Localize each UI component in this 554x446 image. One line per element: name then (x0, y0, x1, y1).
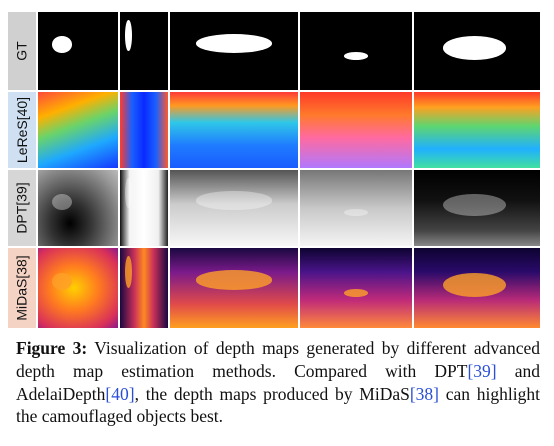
depth-image (170, 248, 298, 328)
depth-image (414, 170, 540, 246)
caption-text: , the depth maps produced by MiDaS (134, 383, 410, 404)
object-silhouette (51, 193, 73, 211)
depth-image (414, 92, 540, 168)
row-label-text: GT (13, 41, 30, 61)
object-silhouette (195, 191, 273, 210)
row-label-text: DPT[39] (14, 182, 31, 234)
caption-text: Visualization of depth maps generated by… (16, 338, 540, 381)
object-silhouette (125, 256, 132, 288)
row-label-text: MiDaS[38] (14, 255, 31, 321)
depth-image (120, 248, 168, 328)
depth-image (38, 12, 118, 90)
object-silhouette (125, 19, 132, 51)
depth-image (170, 170, 298, 246)
object-silhouette (343, 208, 369, 217)
figure-label: Figure 3: (16, 338, 88, 358)
depth-image (120, 170, 168, 246)
caption-text: and AdelaiDepth (16, 360, 540, 404)
object-silhouette (442, 36, 506, 60)
row-label: LeReS[40] (8, 92, 36, 168)
depth-image (120, 92, 168, 168)
row-label: MiDaS[38] (8, 248, 36, 328)
row-label: DPT[39] (8, 170, 36, 246)
object-silhouette (195, 33, 273, 53)
depth-image (300, 12, 412, 90)
row-label-text: LeReS[40] (14, 96, 31, 164)
object-silhouette (195, 270, 273, 290)
object-silhouette (442, 272, 506, 297)
depth-image (120, 12, 168, 90)
depth-image (170, 12, 298, 90)
caption: Figure 3: Visualization of depth maps ge… (16, 337, 540, 428)
citation: [39] (467, 360, 497, 381)
depth-image (300, 248, 412, 328)
object-silhouette (343, 51, 369, 60)
object-silhouette (343, 288, 369, 297)
row-label: GT (8, 12, 36, 90)
depth-image (38, 248, 118, 328)
object-silhouette (51, 272, 73, 291)
citation: [40] (105, 383, 135, 404)
depth-image (414, 248, 540, 328)
object-silhouette (125, 177, 132, 208)
depth-image (300, 170, 412, 246)
citation: [38] (409, 383, 440, 404)
object-silhouette (51, 36, 73, 54)
depth-image (170, 92, 298, 168)
caption-text: can highlight the camouflaged objects be… (16, 383, 541, 427)
depth-image (38, 170, 118, 246)
depth-image (38, 92, 118, 168)
depth-image (414, 12, 540, 90)
depth-image (300, 92, 412, 168)
object-silhouette (442, 193, 506, 217)
